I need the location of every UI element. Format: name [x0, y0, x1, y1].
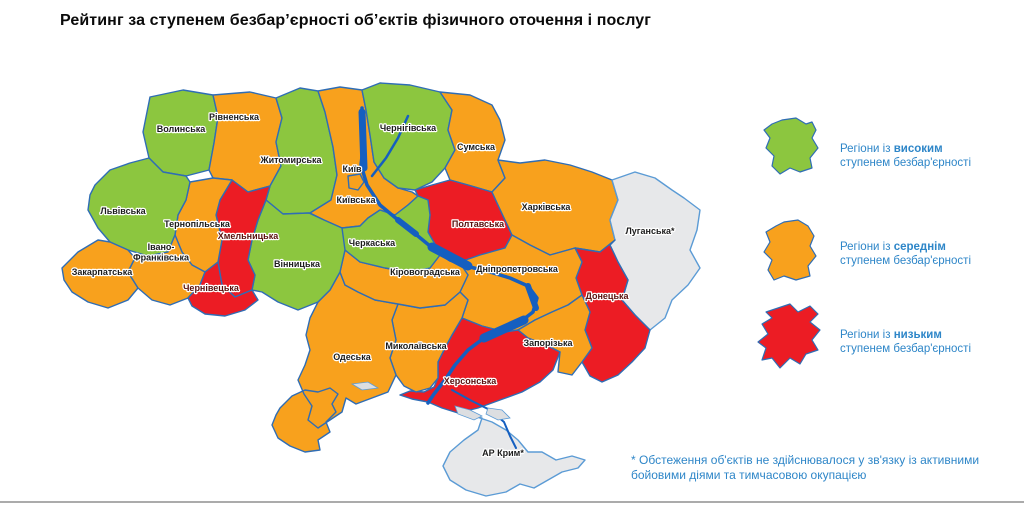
region-label-crimea: АР Крим*	[482, 448, 524, 458]
legend-high-prefix: Регіони із	[840, 143, 891, 155]
region-label-kyiv_city: Київ	[342, 164, 362, 174]
region-label-sumy: Сумська	[457, 142, 496, 152]
footnote: * Обстеження об'єктів не здійснювалося у…	[631, 453, 1023, 483]
region-rivne	[208, 91, 283, 193]
sea-marsh-layer	[350, 381, 511, 421]
legend-swatch-medium	[763, 219, 817, 281]
region-label-odesa: Одеська	[333, 352, 371, 362]
region-label-zhytomyr: Житомирська	[259, 155, 322, 165]
region-label-khmelnytskyi: Хмельницька	[218, 231, 279, 241]
legend-item-medium: Регіони із середнім ступенем безбар'єрно…	[840, 240, 1024, 268]
region-label-kharkiv: Харківська	[522, 202, 572, 212]
region-lviv	[87, 157, 191, 257]
region-label-luhansk: Луганська*	[625, 226, 675, 236]
region-label-ternopil: Тернопільська	[164, 219, 231, 229]
legend-medium-prefix: Регіони із	[840, 241, 891, 253]
region-label-zakarpattia: Закарпатська	[72, 267, 133, 277]
region-label-donetsk: Донецька	[585, 291, 629, 301]
dnipro-bend	[525, 283, 539, 311]
legend-low-line2: ступенем безбар'єрності	[840, 343, 972, 355]
region-label-kyivska: Київська	[337, 195, 377, 205]
region-label-cherkasy: Черкаська	[349, 238, 396, 248]
region-label-volyn: Волинська	[157, 124, 207, 134]
region-label-kherson: Херсонська	[444, 376, 497, 386]
legend-swatch-high	[763, 117, 819, 175]
kyiv-reservoir	[358, 108, 368, 172]
legend-medium-line2: ступенем безбар'єрності	[840, 255, 972, 267]
footnote-line2: бойовими діями та тимчасовою окупацією	[631, 468, 867, 482]
region-label-mykolaiv: Миколаївська	[385, 341, 447, 351]
region-label-chernihiv: Чернігівська	[380, 123, 437, 133]
region-label-chernivtsi: Чернівецька	[183, 283, 240, 293]
region-label-dnipro: Дніпропетровська	[476, 264, 559, 274]
legend-item-high: Регіони із високим ступенем безбар'єрнос…	[840, 142, 1024, 170]
syvash-marsh	[454, 405, 483, 421]
region-label-lviv: Львівська	[100, 206, 146, 216]
syvash-marsh	[350, 381, 380, 391]
region-label-poltava: Полтавська	[452, 219, 505, 229]
syvash-marsh	[485, 407, 511, 421]
region-crimea	[442, 413, 586, 497]
region-label-kirovohrad: Кіровоградська	[390, 267, 461, 277]
region-label-ivano: Івано-Франківська	[133, 242, 190, 263]
region-chernivtsi	[187, 261, 259, 317]
region-label-zaporizhzhia: Запорізька	[523, 338, 573, 348]
legend-swatches-layer	[757, 117, 821, 369]
bottom-divider	[0, 501, 1024, 503]
footnote-line1: * Обстеження об'єктів не здійснювалося у…	[631, 453, 980, 467]
kakhovka-reservoir	[479, 315, 529, 343]
legend-low-prefix: Регіони із	[840, 329, 891, 341]
kaniv-reservoir	[395, 217, 419, 237]
map-regions-layer	[61, 82, 701, 497]
page-title: Рейтинг за ступенем безбар’єрності об’єк…	[60, 12, 652, 29]
region-kyiv_city	[347, 173, 365, 191]
dnipro-river	[359, 106, 539, 405]
legend-medium-keyword: середнім	[893, 241, 946, 253]
region-chernihiv	[361, 82, 456, 191]
legend-low-keyword: низьким	[893, 329, 942, 341]
legend-high-line2: ступенем безбар'єрності	[840, 157, 972, 169]
legend-high-keyword: високим	[893, 143, 943, 155]
region-cherkasy	[339, 195, 441, 273]
rivers-layer	[358, 106, 539, 449]
region-label-vinnytsia: Вінницька	[274, 259, 321, 269]
desna-river	[370, 114, 410, 178]
region-label-rivne: Рівненська	[209, 112, 260, 122]
legend-swatch-low	[757, 303, 821, 369]
kremenchuk-reservoir	[427, 242, 473, 271]
legend-item-low: Регіони із низьким ступенем безбар'єрнос…	[840, 328, 1024, 356]
